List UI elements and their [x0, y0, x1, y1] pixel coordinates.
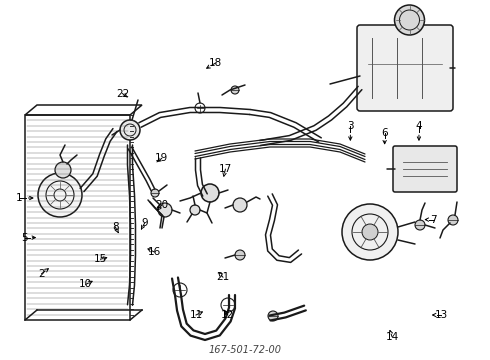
- FancyBboxPatch shape: [393, 146, 457, 192]
- Circle shape: [231, 86, 239, 94]
- Circle shape: [201, 184, 219, 202]
- Circle shape: [120, 120, 140, 140]
- Text: 6: 6: [381, 128, 388, 138]
- Text: 15: 15: [94, 254, 107, 264]
- Circle shape: [342, 204, 398, 260]
- Text: 7: 7: [430, 215, 437, 225]
- Text: 9: 9: [141, 218, 148, 228]
- Text: 4: 4: [416, 121, 422, 131]
- Text: 21: 21: [216, 272, 230, 282]
- Circle shape: [268, 311, 278, 321]
- Text: 14: 14: [385, 332, 399, 342]
- Circle shape: [158, 203, 172, 217]
- Text: 12: 12: [221, 310, 235, 320]
- Circle shape: [235, 250, 245, 260]
- Text: 10: 10: [79, 279, 92, 289]
- Text: 11: 11: [189, 310, 203, 320]
- Circle shape: [362, 224, 378, 240]
- Text: 167-501-72-00: 167-501-72-00: [209, 345, 281, 355]
- Circle shape: [38, 173, 82, 217]
- Circle shape: [233, 198, 247, 212]
- Circle shape: [55, 162, 71, 178]
- Circle shape: [448, 215, 458, 225]
- Text: 17: 17: [219, 164, 232, 174]
- Circle shape: [394, 5, 424, 35]
- Text: 22: 22: [116, 89, 129, 99]
- Circle shape: [190, 205, 200, 215]
- Text: 8: 8: [112, 222, 119, 232]
- Circle shape: [415, 220, 425, 230]
- Text: 3: 3: [347, 121, 354, 131]
- Text: 1: 1: [16, 193, 23, 203]
- Text: 2: 2: [38, 269, 45, 279]
- Circle shape: [151, 189, 159, 197]
- FancyBboxPatch shape: [357, 25, 453, 111]
- Text: 20: 20: [155, 200, 168, 210]
- Text: 13: 13: [434, 310, 448, 320]
- Text: 5: 5: [21, 233, 28, 243]
- Text: 18: 18: [209, 58, 222, 68]
- Text: 19: 19: [155, 153, 169, 163]
- Text: 16: 16: [147, 247, 161, 257]
